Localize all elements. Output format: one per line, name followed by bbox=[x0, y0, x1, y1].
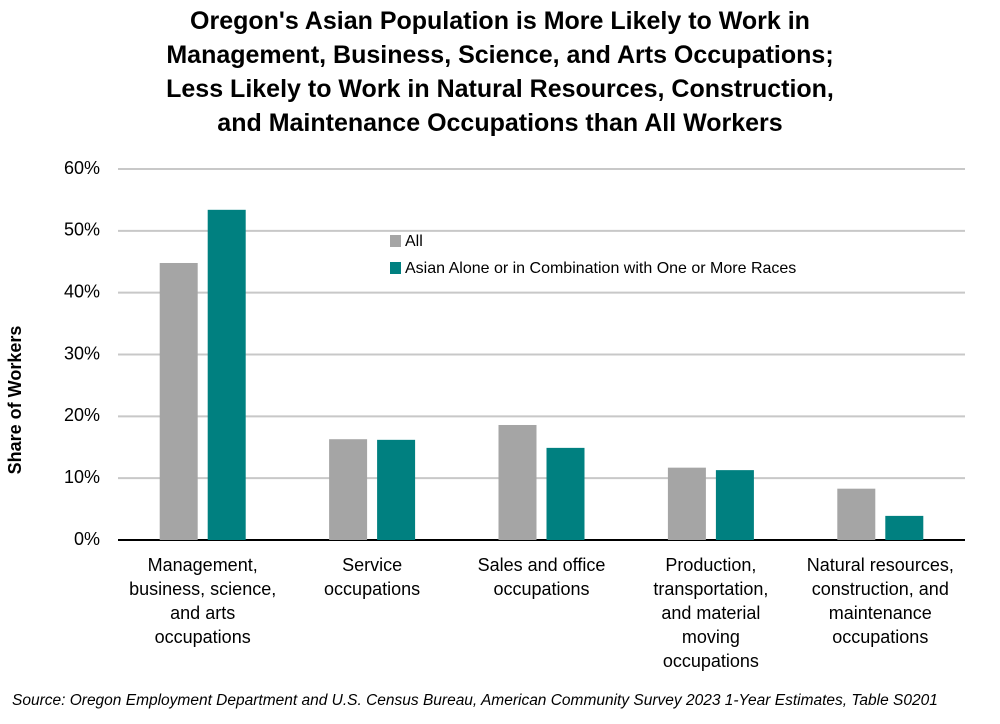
y-tick-label: 10% bbox=[64, 467, 100, 487]
x-tick-label: Service occupations bbox=[324, 555, 421, 599]
chart-title: Oregon's Asian Population is More Likely… bbox=[166, 7, 834, 137]
bar bbox=[546, 447, 585, 540]
y-tick-label: 20% bbox=[64, 405, 100, 425]
y-axis-label: Share of Workers bbox=[5, 326, 25, 475]
y-tick-label: 40% bbox=[64, 281, 100, 301]
bar bbox=[377, 439, 416, 540]
x-tick-label: Production, transportation, and material… bbox=[653, 555, 769, 671]
bar bbox=[667, 467, 706, 540]
bar bbox=[715, 470, 754, 540]
y-tick-label: 50% bbox=[64, 220, 100, 240]
legend-swatch bbox=[390, 235, 401, 247]
y-tick-label: 60% bbox=[64, 158, 100, 178]
legend-label: Asian Alone or in Combination with One o… bbox=[405, 260, 796, 277]
bar bbox=[207, 209, 246, 540]
x-tick-label: Sales and office occupations bbox=[477, 555, 606, 599]
y-tick-label: 0% bbox=[74, 529, 100, 549]
bar bbox=[329, 439, 368, 540]
bar bbox=[498, 424, 537, 540]
source-note: Source: Oregon Employment Department and… bbox=[12, 692, 938, 709]
y-tick-label: 30% bbox=[64, 343, 100, 363]
x-tick-label: Natural resources, construction, and mai… bbox=[806, 555, 954, 647]
x-tick-label: Management, business, science, and arts … bbox=[129, 555, 277, 647]
bar bbox=[159, 262, 198, 540]
legend-swatch bbox=[390, 262, 401, 274]
bar bbox=[885, 515, 924, 540]
bar bbox=[837, 488, 876, 540]
legend-label: All bbox=[405, 233, 423, 250]
